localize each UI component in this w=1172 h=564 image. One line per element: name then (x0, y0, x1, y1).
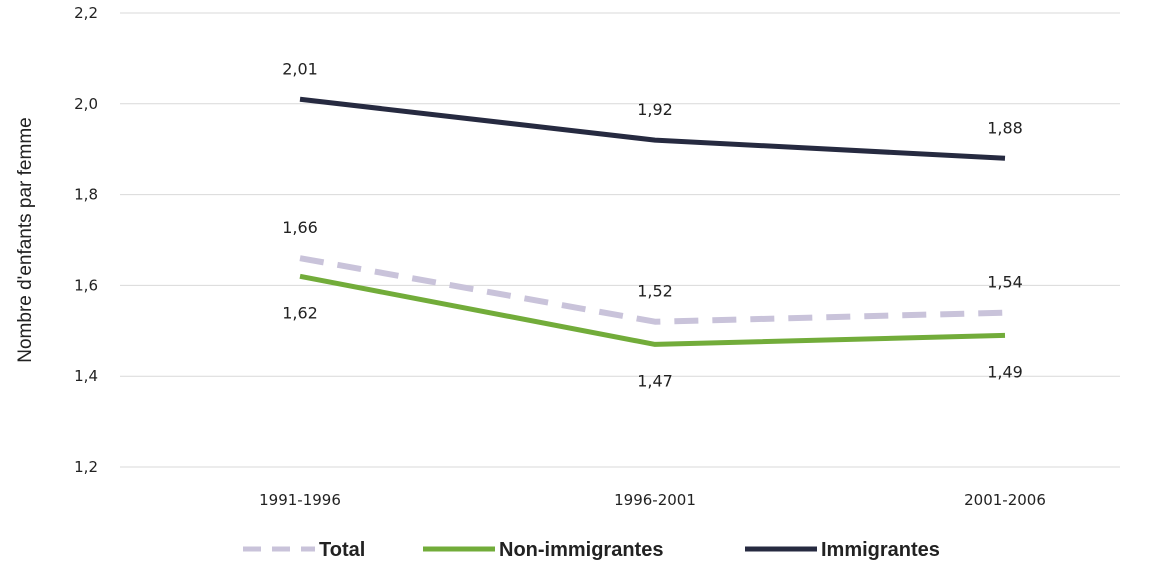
legend-label-immigrantes: Immigrantes (821, 539, 940, 561)
series-line-total (299, 255, 1006, 325)
series-line-immigrantes (299, 96, 1006, 161)
legend: Total Non-immigrantes Immigrantes (243, 539, 940, 561)
data-label-non-immigrantes: 1,49 (987, 362, 1023, 381)
data-label-total: 1,66 (282, 218, 318, 237)
data-label-non-immigrantes: 1,47 (637, 371, 673, 390)
x-tick-label: 2001-2006 (964, 491, 1046, 509)
x-axis-ticks: 1991-1996 1996-2001 2001-2006 (259, 491, 1046, 509)
data-labels: 1,66 1,52 1,54 1,62 1,47 1,49 2,01 1,92 1,88 (282, 59, 1023, 390)
series-line-non-immigrantes (299, 273, 1006, 347)
data-label-immigrantes: 1,88 (987, 118, 1023, 137)
gridlines (120, 12, 1120, 468)
x-tick-label: 1991-1996 (259, 491, 341, 509)
y-tick-label: 1,8 (74, 186, 98, 204)
data-label-immigrantes: 1,92 (637, 100, 673, 119)
y-tick-label: 2,0 (74, 95, 98, 113)
series-lines (299, 96, 1006, 347)
data-label-total: 1,52 (637, 282, 673, 301)
y-tick-label: 2,2 (74, 4, 98, 22)
legend-label-total: Total (319, 539, 365, 561)
x-tick-label: 1996-2001 (614, 491, 696, 509)
y-tick-label: 1,4 (74, 367, 98, 385)
data-label-total: 1,54 (987, 273, 1023, 292)
y-tick-label: 1,6 (74, 276, 98, 294)
y-tick-label: 1,2 (74, 458, 98, 476)
data-label-non-immigrantes: 1,62 (282, 303, 318, 322)
y-axis-title: Nombre d'enfants par femme (15, 117, 36, 362)
y-axis-ticks: 1,2 1,4 1,6 1,8 2,0 2,2 (74, 4, 98, 476)
data-label-immigrantes: 2,01 (282, 59, 318, 78)
legend-label-non-immigrantes: Non-immigrantes (499, 539, 663, 561)
